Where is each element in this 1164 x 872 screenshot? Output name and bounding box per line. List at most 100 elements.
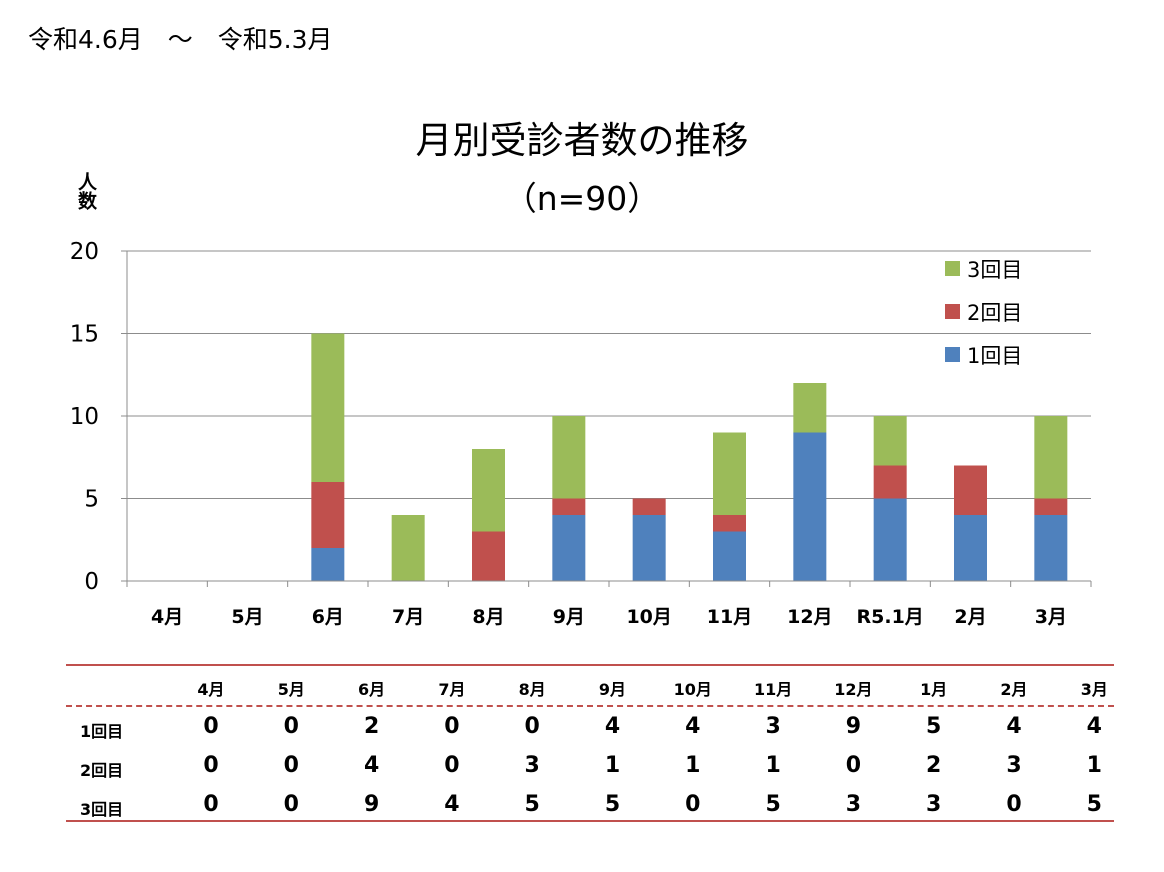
chart-title: 月別受診者数の推移	[415, 119, 749, 162]
table-bottom-rule	[66, 820, 1114, 822]
x-tick-label: 9月	[553, 606, 585, 628]
x-tick-label: 7月	[392, 606, 424, 628]
bar-segment	[472, 531, 505, 581]
table-cell: 9	[363, 792, 380, 817]
table-cell: 1	[604, 753, 621, 778]
table-cell: 1	[765, 753, 781, 778]
table-cell: 4	[363, 753, 380, 778]
table-column-header: 12月	[834, 680, 873, 699]
y-tick-label: 10	[70, 404, 99, 430]
table-column-header: 4月	[197, 680, 225, 699]
bar-segment	[1034, 515, 1068, 581]
y-tick-label: 20	[70, 239, 99, 265]
table-column-header: 9月	[598, 680, 627, 699]
bar-segment	[1034, 416, 1068, 499]
bar-segment	[552, 515, 586, 581]
bar-segment	[713, 531, 746, 581]
x-tick-label: 4月	[151, 606, 183, 628]
bar-segment	[552, 416, 586, 499]
table-cell: 5	[926, 714, 942, 739]
gridlines	[127, 250, 1091, 499]
x-tick-label: 11月	[707, 606, 752, 628]
table-column-header: 10月	[673, 680, 712, 699]
table-cell: 3	[524, 753, 540, 778]
bar-segment	[311, 482, 345, 548]
legend-label: 1回目	[967, 344, 1022, 368]
table-cell: 0	[283, 753, 299, 778]
y-tick-label: 0	[84, 569, 99, 595]
x-tick-label: 5月	[231, 606, 263, 628]
period-label: 令和4.6月 ～ 令和5.3月	[28, 25, 333, 54]
table-row-label: 1回目	[80, 722, 124, 741]
table-cell: 0	[283, 714, 299, 739]
bar-segment	[552, 498, 586, 515]
table-cell: 5	[1086, 792, 1102, 817]
bar-segment	[954, 515, 987, 581]
bar-segment	[713, 432, 746, 515]
table-cell: 9	[845, 714, 862, 739]
table-cell: 3	[1006, 753, 1022, 778]
y-axis-label: 人数	[75, 172, 97, 210]
bar-segment	[632, 498, 666, 515]
table-column-header: 6月	[358, 680, 386, 699]
table-cell: 0	[524, 714, 540, 739]
table-row-label: 2回目	[80, 761, 124, 780]
x-tick-labels: 4月 5月 6月 7月 8月 9月 10月 11月 12月 R5.1月 2月 3月	[151, 606, 1067, 628]
table-cell: 2	[363, 714, 380, 739]
table-cell: 4	[1086, 714, 1102, 739]
table-cell: 0	[283, 792, 299, 817]
bar-segment	[873, 465, 907, 499]
table-cell: 0	[1006, 792, 1022, 817]
data-table: 4月 5月 6月 7月 8月 9月 10月 11月 12月 1月 2月 3月 1回目 0 0 2 0 0 4 4 3 9 5…	[66, 664, 1114, 822]
x-tick-label: 2月	[954, 606, 986, 628]
legend-label: 2回目	[967, 301, 1022, 325]
table-column-header: 2月	[1000, 680, 1028, 699]
bar-segment	[311, 333, 345, 482]
legend-swatch	[945, 347, 960, 362]
table-cell: 1	[685, 753, 701, 778]
table-column-header: 5月	[277, 680, 305, 699]
table-column-header: 7月	[438, 680, 466, 699]
bar-segment	[391, 515, 425, 581]
x-tick-label: R5.1月	[857, 606, 924, 628]
table-cell: 3	[926, 792, 942, 817]
table-cell: 2	[926, 753, 942, 778]
bar-segment	[311, 548, 345, 581]
x-tick-label: 10月	[626, 606, 671, 628]
x-tick-label: 6月	[312, 606, 344, 628]
bar-segment	[713, 515, 746, 532]
bar-segment	[954, 465, 987, 515]
table-column-header: 11月	[753, 680, 793, 699]
table-cell: 0	[685, 792, 701, 817]
table-cell: 0	[203, 714, 219, 739]
table-cell: 0	[845, 753, 862, 778]
table-cell: 5	[524, 792, 540, 817]
legend: 3回目 2回目 1回目	[945, 258, 1022, 368]
bar-segment	[873, 416, 907, 466]
legend-swatch	[945, 261, 960, 276]
y-tick-labels: 0 5 10 15 20	[70, 239, 99, 595]
table-cell: 1	[1086, 753, 1102, 778]
y-tick-label: 15	[70, 322, 99, 348]
x-tick-label: 12月	[787, 606, 832, 628]
bar-segment	[793, 432, 827, 581]
table-column-header: 1月	[920, 680, 948, 699]
table-cell: 5	[765, 792, 781, 817]
table-cell: 0	[203, 753, 219, 778]
legend-swatch	[945, 304, 960, 319]
table-cell: 0	[444, 753, 460, 778]
table-cell: 3	[765, 714, 781, 739]
bars	[311, 333, 1068, 581]
table-cell: 3	[845, 792, 862, 817]
x-tick-label: 8月	[472, 606, 504, 628]
table-column-header: 3月	[1080, 680, 1108, 699]
table-row-label: 3回目	[80, 800, 124, 819]
table-cell: 0	[444, 714, 460, 739]
table-top-rule	[66, 664, 1114, 666]
bar-segment	[793, 383, 827, 433]
bar-segment	[873, 498, 907, 581]
table-cell: 4	[604, 714, 621, 739]
table-cell: 0	[203, 792, 219, 817]
legend-label: 3回目	[967, 258, 1022, 282]
